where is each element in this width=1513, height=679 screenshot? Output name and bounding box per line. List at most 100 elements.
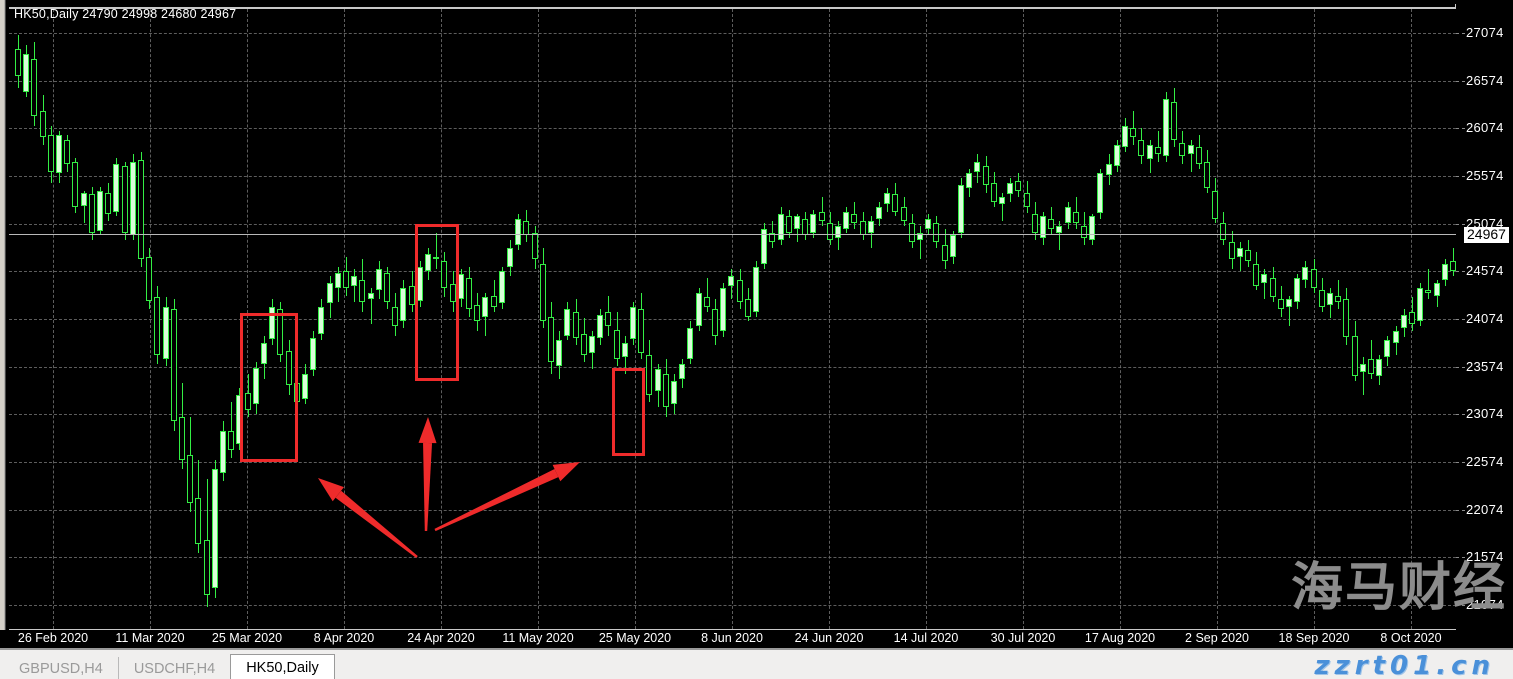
candle-body-bearish <box>474 305 481 322</box>
date-axis[interactable]: 26 Feb 2020 11 Mar 2020 25 Mar 2020 8 Apr 2… <box>0 630 1456 648</box>
candle-body-bearish <box>818 211 825 222</box>
price-plot-area[interactable] <box>9 9 1456 629</box>
candle-body-bullish <box>269 306 276 340</box>
candle-body-bearish <box>572 311 579 338</box>
candle-body-bearish <box>72 161 79 207</box>
gridline-vertical <box>441 9 442 629</box>
candle-body-bullish <box>794 216 800 229</box>
price-tick-dash <box>1456 366 1465 368</box>
candle-body-bearish <box>990 182 997 203</box>
price-tick-dash <box>1456 462 1465 464</box>
candle-wick <box>1371 340 1372 379</box>
candle-body-bullish <box>326 283 333 304</box>
date-tick-label: 11 Mar 2020 <box>115 631 185 645</box>
candle-body-bullish <box>695 292 702 327</box>
candle-body-bearish <box>170 308 177 422</box>
candle-body-bearish <box>744 299 751 317</box>
annotation-box-left[interactable] <box>240 313 298 462</box>
candle-body-bullish <box>97 190 103 231</box>
candle-body-bullish <box>835 225 841 239</box>
candle-body-bearish <box>785 216 792 233</box>
candle-wick <box>83 190 85 224</box>
date-tick-label: 30 Jul 2020 <box>990 631 1056 645</box>
gridline-vertical <box>732 9 733 629</box>
date-tick-label: 25 Mar 2020 <box>211 631 283 645</box>
gridline-vertical <box>1314 9 1315 629</box>
candle-body-bullish <box>679 364 686 379</box>
candle-body-bullish <box>1294 278 1301 303</box>
chart-tab-bar: GBPUSD,H4 USDCHF,H4 HK50,Daily zzrt01.cn <box>0 648 1513 679</box>
candle-body-bullish <box>687 327 694 360</box>
price-scale-axis[interactable]: 27074 26574 26074 25574 25074 24574 24074 23574… <box>1456 0 1513 648</box>
candle-body-bearish <box>203 539 210 596</box>
candle-body-bullish <box>925 219 932 229</box>
price-tick-dash <box>1456 605 1465 607</box>
price-tick-dash <box>1456 509 1465 511</box>
tab-usdchf-h4[interactable]: USDCHF,H4 <box>117 657 231 679</box>
candle-body-bearish <box>146 257 153 302</box>
tab-gbpusd-h4[interactable]: GBPUSD,H4 <box>4 657 118 679</box>
price-tick-label: 26074 <box>1466 120 1504 136</box>
gridline-vertical <box>538 9 539 629</box>
candle-body-bullish <box>1261 273 1268 284</box>
price-tick-label: 24574 <box>1466 263 1504 279</box>
price-tick-label: 27074 <box>1466 24 1504 40</box>
candle-body-bearish <box>433 257 440 260</box>
price-tick-dash <box>1456 414 1465 416</box>
candle-body-bearish <box>1409 311 1415 325</box>
price-tick-dash <box>1456 223 1465 225</box>
candle-body-bullish <box>211 469 218 589</box>
annotation-box-middle[interactable] <box>415 224 459 381</box>
candle-body-bearish <box>490 295 497 307</box>
candle-body-bullish <box>1376 359 1383 376</box>
candle-body-bearish <box>195 497 202 544</box>
candle-body-bullish <box>1040 216 1046 239</box>
candle-body-bullish <box>1384 340 1391 357</box>
candle-body-bullish <box>753 266 759 312</box>
candle-body-bearish <box>187 454 194 503</box>
candle-wick <box>370 287 372 325</box>
candle-wick <box>1264 268 1266 300</box>
candle-body-bullish <box>129 161 136 236</box>
candle-body-bullish <box>974 161 981 172</box>
candle-body-bearish <box>523 221 530 236</box>
candle-wick <box>1362 356 1364 395</box>
candle-body-bearish <box>47 135 54 172</box>
gridline-vertical <box>344 9 345 629</box>
price-tick-label: 25074 <box>1466 215 1504 231</box>
current-price-line <box>9 233 1456 235</box>
candle-body-bearish <box>1081 225 1087 239</box>
candle-body-bullish <box>867 221 874 233</box>
candle-body-bearish <box>88 194 95 233</box>
candle-body-bearish <box>179 416 185 460</box>
candle-body-bullish <box>1056 225 1063 233</box>
candle-body-bearish <box>154 297 161 355</box>
candle-body-bullish <box>1122 125 1128 147</box>
candle-body-bearish <box>1343 299 1350 338</box>
candle-body-bullish <box>375 268 382 290</box>
candle-body-bullish <box>56 135 62 174</box>
price-tick-dash <box>1456 319 1465 320</box>
candle-body-bullish <box>252 368 259 405</box>
annotation-box-right[interactable] <box>612 368 645 456</box>
tab-hk50-daily[interactable]: HK50,Daily <box>230 654 335 679</box>
candle-body-bearish <box>359 280 366 303</box>
candle-body-bearish <box>408 285 415 306</box>
price-tick-dash <box>1456 128 1465 130</box>
candle-body-bearish <box>900 206 907 222</box>
candle-body-bullish <box>630 306 636 340</box>
candle-body-bullish <box>966 173 973 188</box>
left-gutter <box>0 0 9 648</box>
current-price-label: 24967 <box>1464 226 1509 243</box>
candle-body-bullish <box>917 232 923 241</box>
candle-body-bearish <box>1277 299 1284 309</box>
candle-body-bullish <box>597 314 604 338</box>
price-tick-dash <box>1456 557 1465 559</box>
candle-body-bearish <box>638 308 645 353</box>
candle-body-bearish <box>138 160 144 260</box>
candle-body-bullish <box>1236 247 1243 258</box>
candle-body-bullish <box>1163 99 1169 157</box>
candle-body-bearish <box>277 308 284 355</box>
gridline-vertical <box>926 9 927 629</box>
